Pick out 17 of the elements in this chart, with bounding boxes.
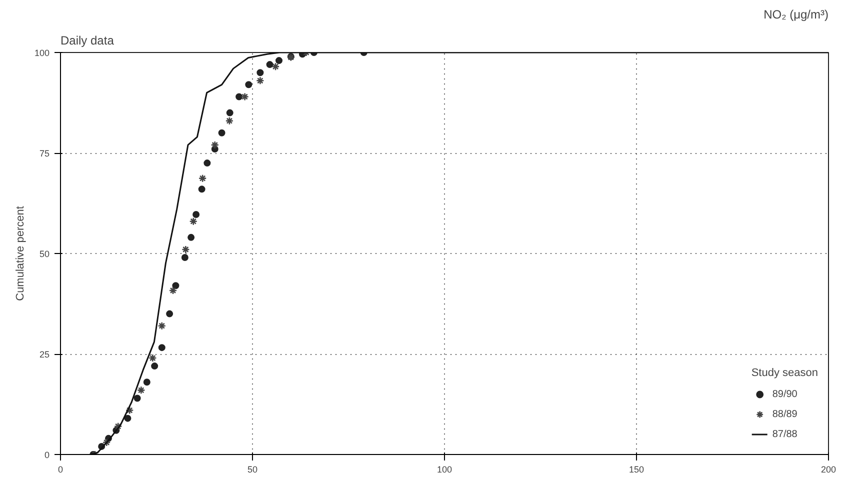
- x-tick-label: 0: [58, 464, 64, 474]
- x-tick-label: 150: [628, 464, 644, 474]
- y-tick-label: 50: [39, 249, 50, 259]
- legend-label: 88/89: [772, 408, 798, 420]
- x-tick-label: 100: [436, 464, 452, 474]
- y-tick-label: 25: [39, 350, 50, 360]
- y-axis-title: Cumulative percent: [14, 206, 26, 301]
- legend-title: Study season: [751, 367, 818, 379]
- y-tick-label: 100: [34, 48, 50, 58]
- legend-label: 89/90: [772, 388, 798, 400]
- y-tick-label: 75: [39, 148, 50, 158]
- legend-label: 87/88: [772, 428, 798, 440]
- x-axis-title: NO₂ (μg/m³): [764, 8, 829, 22]
- chart-title: Daily data: [60, 34, 114, 48]
- x-tick-label: 200: [820, 464, 836, 474]
- y-tick-label: 0: [44, 450, 50, 460]
- x-tick-label: 50: [247, 464, 258, 474]
